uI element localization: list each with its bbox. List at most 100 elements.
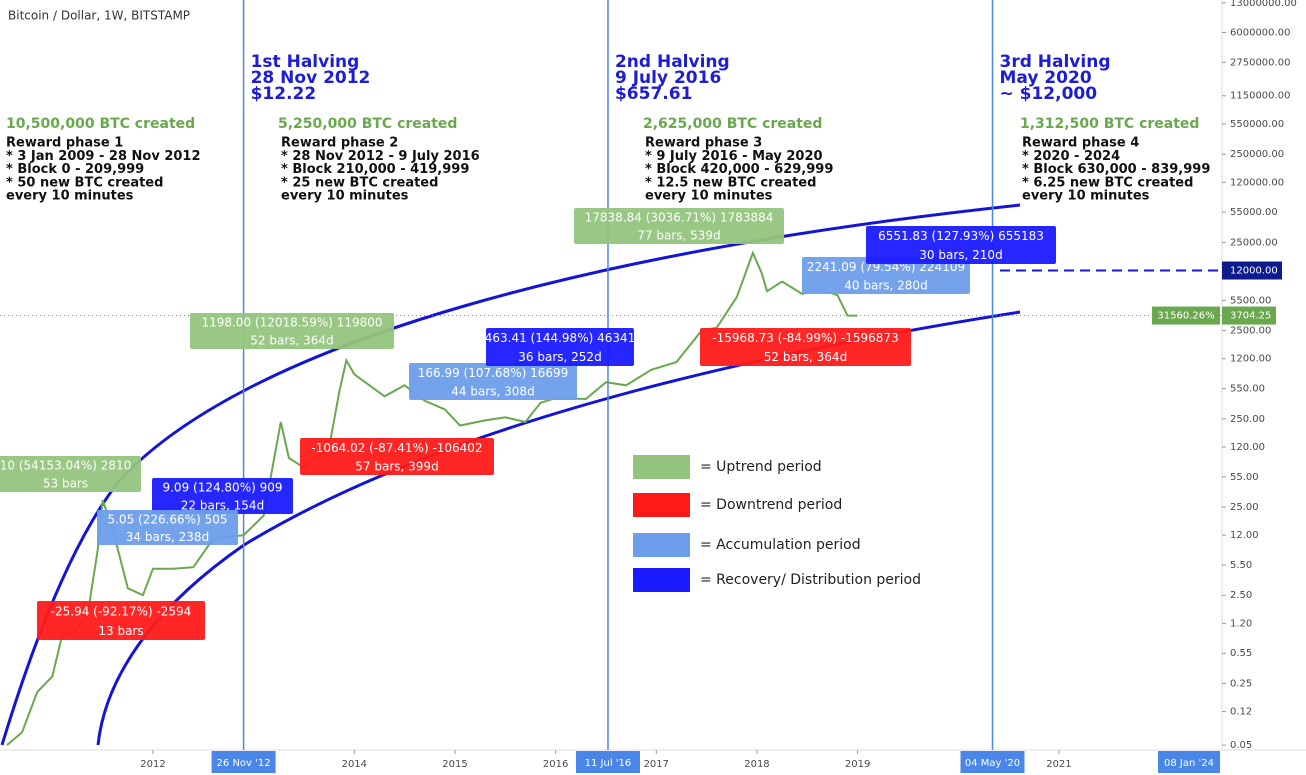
halving-heading: 9 July 2016 — [615, 68, 721, 88]
level-label: 12000.00 — [1230, 266, 1278, 277]
y-tick-label: 55000.00 — [1230, 207, 1278, 218]
legend-label: = Accumulation period — [700, 537, 861, 553]
x-tick-label: 2014 — [342, 759, 367, 770]
measure-label: 166.99 (107.68%) 16699 — [418, 366, 569, 380]
phase-line: * 50 new BTC created — [6, 175, 163, 190]
halving-axis-label: 04 May '20 — [965, 758, 1020, 769]
legend-swatch — [633, 533, 690, 557]
phase-line: * 28 Nov 2012 - 9 July 2016 — [281, 149, 480, 164]
y-tick-label: 550000.00 — [1230, 119, 1284, 130]
phase-line: Reward phase 4 — [1022, 136, 1139, 151]
x-tick-label: 2019 — [845, 759, 870, 770]
x-tick-label: 2012 — [140, 759, 165, 770]
y-tick-label: 1200.00 — [1230, 354, 1271, 365]
y-tick-label: 0.25 — [1230, 678, 1252, 689]
y-tick-label: 250.00 — [1230, 414, 1265, 425]
y-tick-label: 2750000.00 — [1230, 57, 1290, 68]
halving-heading: May 2020 — [999, 68, 1091, 88]
phase-line: every 10 minutes — [645, 189, 773, 204]
halving-heading: 2nd Halving — [615, 52, 730, 72]
y-tick-label: 1.20 — [1230, 618, 1252, 629]
y-tick-label: 12.00 — [1230, 530, 1259, 541]
measure-label: 36 bars, 252d — [518, 350, 601, 364]
measure-box — [97, 510, 238, 545]
halving-axis-label: 26 Nov '12 — [217, 758, 271, 769]
measure-box — [190, 313, 394, 349]
legend-label: = Recovery/ Distribution period — [700, 572, 921, 588]
last-change-box — [1152, 306, 1220, 325]
y-tick-label: 250000.00 — [1230, 149, 1284, 160]
measure-label: 34 bars, 238d — [126, 530, 209, 544]
phase-line: * 6.25 new BTC created — [1022, 175, 1193, 190]
legend-swatch — [633, 493, 690, 517]
measure-label: 77 bars, 539d — [637, 229, 720, 243]
measure-label: 22 bars, 154d — [181, 499, 264, 513]
x-tick-label: 2021 — [1046, 759, 1071, 770]
measure-box — [486, 328, 634, 366]
y-tick-label: 5.50 — [1230, 560, 1252, 571]
y-tick-label: 55.00 — [1230, 472, 1259, 483]
halving-axis-box — [960, 751, 1025, 773]
phase-line: * Block 420,000 - 629,999 — [645, 162, 833, 177]
phase-line: Reward phase 1 — [6, 136, 123, 151]
measure-label: 6551.83 (127.93%) 655183 — [878, 229, 1044, 243]
measure-label: 13 bars — [98, 624, 143, 638]
x-tick-label: 2018 — [744, 759, 769, 770]
last-price-box — [1222, 306, 1276, 325]
measure-box — [300, 438, 494, 475]
phase-line: * 25 new BTC created — [281, 175, 438, 190]
measure-label: 9.09 (124.80%) 909 — [162, 481, 282, 495]
phase-line: * 2020 - 2024 — [1022, 149, 1120, 164]
phase-line: every 10 minutes — [6, 189, 134, 204]
measure-label: 52 bars, 364d — [250, 334, 333, 348]
x-tick-label: 2015 — [442, 759, 467, 770]
phase-created: 1,312,500 BTC created — [1020, 116, 1199, 132]
upper-trend-arc — [0, 203, 1021, 746]
phase-line: * Block 0 - 209,999 — [6, 162, 144, 177]
level-box — [1222, 261, 1282, 280]
y-tick-label: 2500.00 — [1230, 326, 1271, 337]
measure-box — [37, 601, 205, 640]
halving-heading: ~ $12,000 — [999, 84, 1097, 104]
future-axis-box — [1158, 751, 1220, 773]
halving-heading: $657.61 — [615, 84, 692, 104]
measure-label: -15968.73 (-84.99%) -1596873 — [712, 331, 898, 345]
halving-heading: $12.22 — [251, 84, 317, 104]
measure-box — [802, 257, 970, 294]
halving-heading: 28 Nov 2012 — [251, 68, 371, 88]
phase-line: * 3 Jan 2009 - 28 Nov 2012 — [6, 149, 201, 164]
phase-line: * 9 July 2016 - May 2020 — [645, 149, 823, 164]
y-tick-label: 25.00 — [1230, 502, 1259, 513]
y-tick-label: 25000.00 — [1230, 237, 1278, 248]
measure-label: 30 bars, 210d — [919, 248, 1002, 262]
measure-box — [152, 478, 293, 514]
phase-line: Reward phase 3 — [645, 136, 762, 151]
y-tick-label: 120000.00 — [1230, 177, 1284, 188]
y-tick-label: 0.05 — [1230, 740, 1252, 751]
phase-line: every 10 minutes — [281, 189, 409, 204]
last-price-label: 3704.25 — [1230, 311, 1271, 322]
y-tick-label: 0.12 — [1230, 707, 1252, 718]
y-tick-label: 1150000.00 — [1230, 91, 1290, 102]
measure-label: 1198.00 (12018.59%) 119800 — [201, 316, 382, 330]
phase-line: * 12.5 new BTC created — [645, 175, 816, 190]
measure-label: -25.94 (-92.17%) -2594 — [51, 604, 192, 618]
measure-label: 53 bars — [43, 477, 88, 491]
phase-line: * Block 630,000 - 839,999 — [1022, 162, 1210, 177]
phase-line: every 10 minutes — [1022, 189, 1150, 204]
y-tick-label: 120.00 — [1230, 442, 1265, 453]
measure-box — [409, 363, 577, 400]
phase-line: * Block 210,000 - 419,999 — [281, 162, 469, 177]
halving-axis-label: 11 Jul '16 — [585, 758, 632, 769]
halving-heading: 1st Halving — [251, 52, 360, 72]
y-tick-label: 5500.00 — [1230, 295, 1271, 306]
measure-box — [0, 456, 141, 492]
phase-created: 10,500,000 BTC created — [6, 116, 195, 132]
x-tick-label: 2017 — [644, 759, 669, 770]
phase-line: Reward phase 2 — [281, 136, 398, 151]
y-tick-label: 13000000.00 — [1230, 0, 1297, 9]
halving-heading: 3rd Halving — [999, 52, 1110, 72]
phase-created: 5,250,000 BTC created — [278, 116, 457, 132]
